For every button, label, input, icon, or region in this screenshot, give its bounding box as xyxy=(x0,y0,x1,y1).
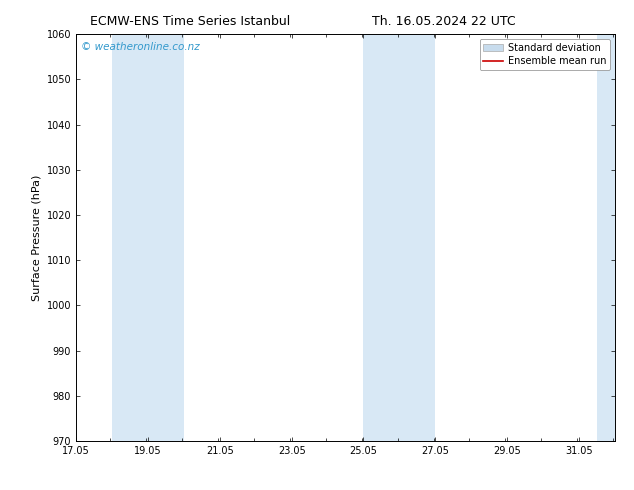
Bar xyxy=(112,34,184,441)
Text: ECMW-ENS Time Series Istanbul: ECMW-ENS Time Series Istanbul xyxy=(90,15,290,28)
Y-axis label: Surface Pressure (hPa): Surface Pressure (hPa) xyxy=(31,174,41,301)
Text: © weatheronline.co.nz: © weatheronline.co.nz xyxy=(81,43,200,52)
Bar xyxy=(363,34,436,441)
Legend: Standard deviation, Ensemble mean run: Standard deviation, Ensemble mean run xyxy=(479,39,610,70)
Bar xyxy=(597,34,615,441)
Text: Th. 16.05.2024 22 UTC: Th. 16.05.2024 22 UTC xyxy=(372,15,515,28)
